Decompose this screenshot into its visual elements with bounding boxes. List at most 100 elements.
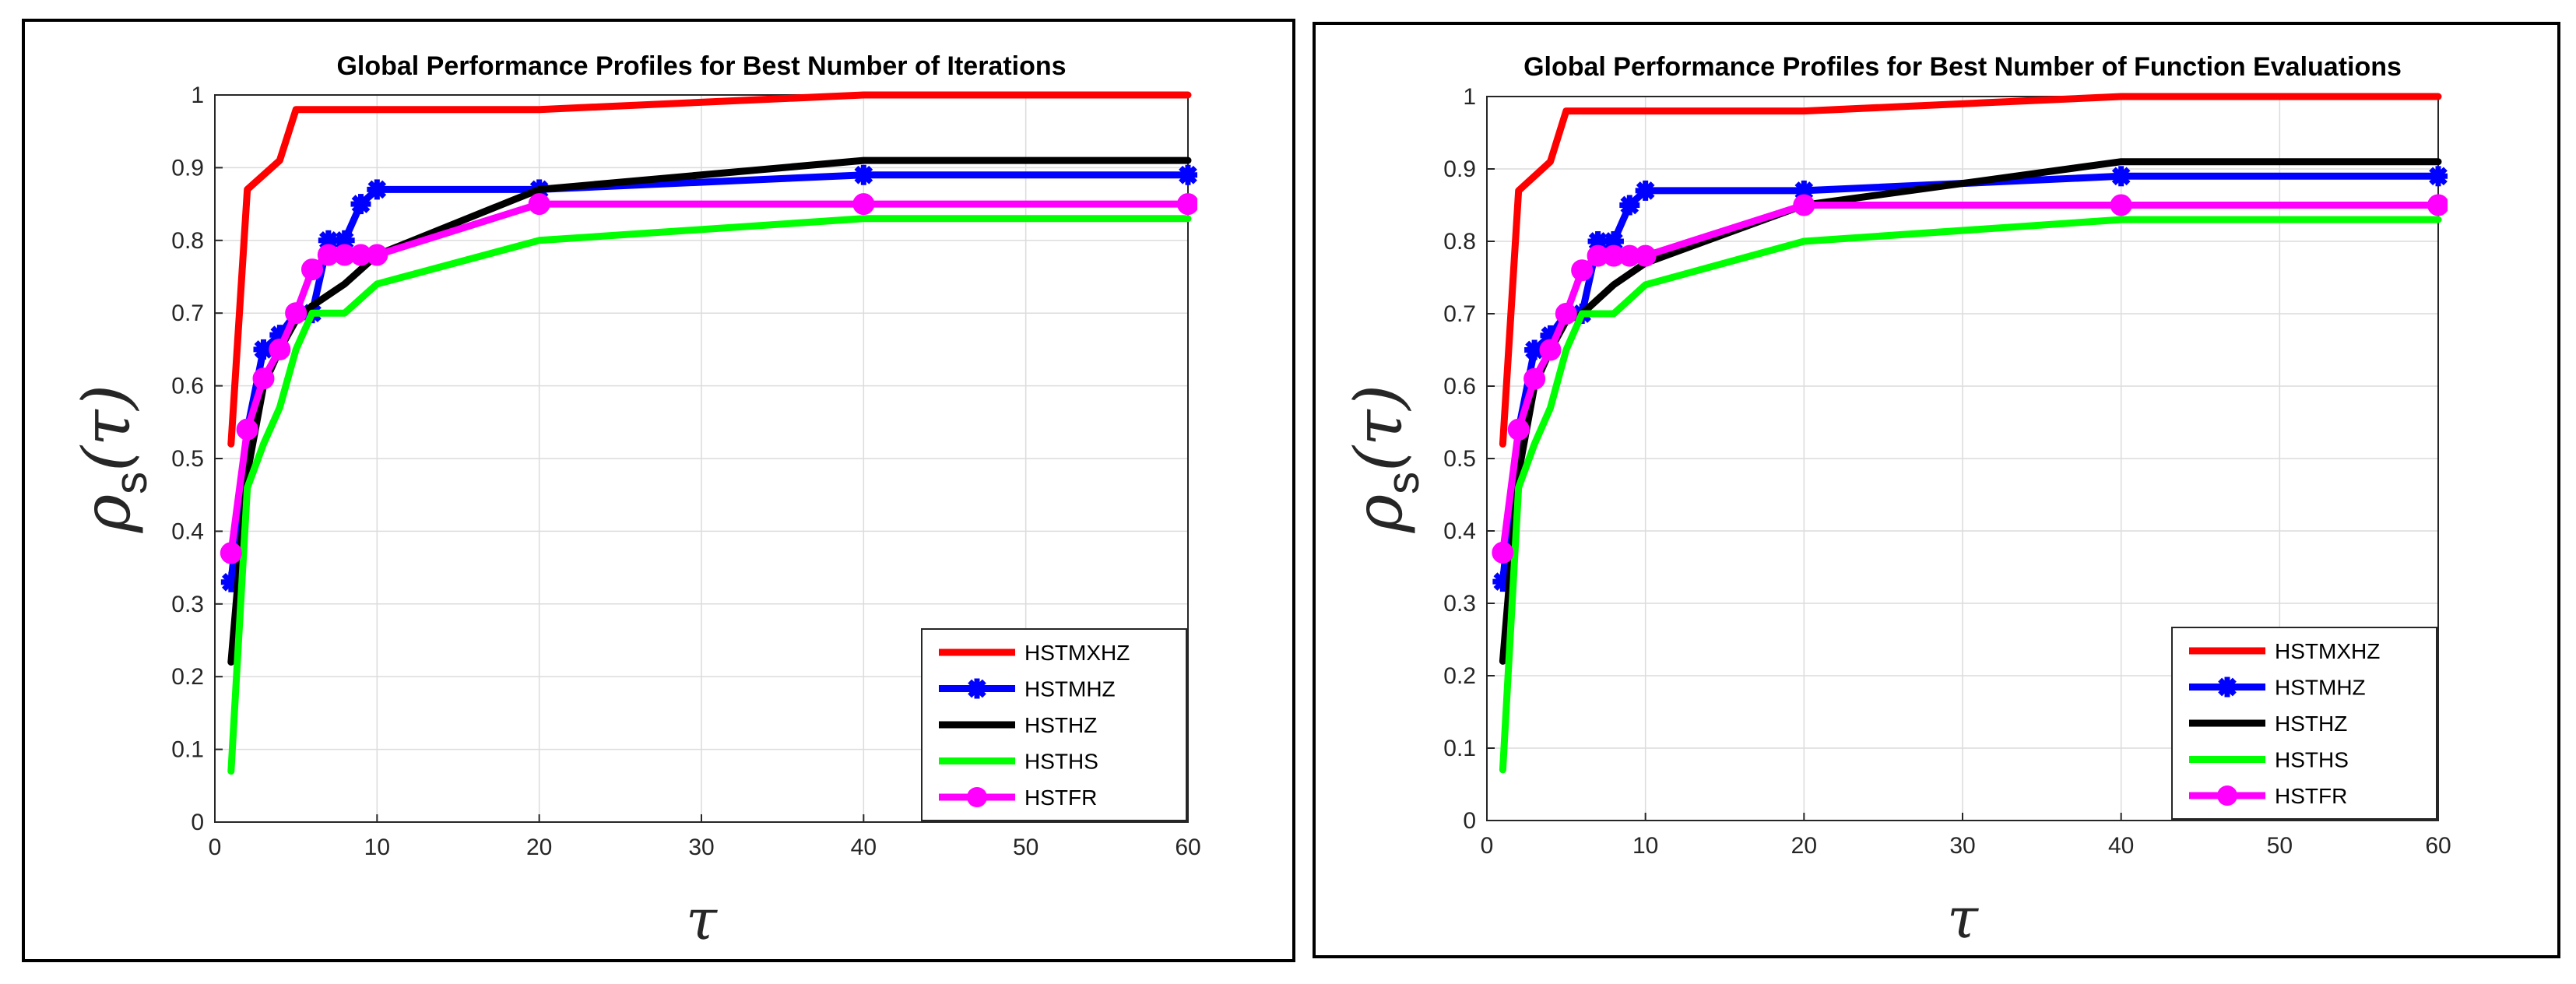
x-tick-label: 30 <box>1949 833 1975 859</box>
series-line-hstmxhz <box>227 91 1192 448</box>
series-line-hstmhz <box>1499 172 2442 585</box>
data-point-stroke <box>254 340 273 359</box>
data-point <box>1635 180 1656 201</box>
legend-item-hstmhz: HSTMHZ <box>2189 676 2366 700</box>
x-tick-label: 40 <box>851 835 877 860</box>
legend-marker <box>2217 785 2237 806</box>
legend-item-hsthz: HSTHZ <box>939 713 1097 737</box>
series-hsthz <box>227 156 1192 666</box>
grid <box>215 95 1188 822</box>
x-tick-label: 10 <box>364 835 390 860</box>
legend-item-hstmxhz: HSTMXHZ <box>939 641 1130 665</box>
y-tick-label: 0.5 <box>171 446 204 472</box>
data-point <box>1634 244 1657 267</box>
series-hstmxhz <box>227 91 1192 448</box>
y-tick-label: 0.9 <box>1443 156 1476 182</box>
data-point-stroke <box>1620 195 1639 215</box>
y-axis-label-subscript: s <box>106 472 156 494</box>
data-point <box>220 542 242 564</box>
legend-label: HSTHZ <box>1024 713 1097 737</box>
y-axis-label-symbol: ρ <box>69 494 145 533</box>
data-point-stroke <box>854 165 873 184</box>
data-point-stroke <box>2429 167 2448 186</box>
x-tick-label: 60 <box>1175 835 1200 860</box>
data-point <box>1555 303 1577 325</box>
data-point <box>285 302 308 325</box>
data-point <box>1507 418 1530 441</box>
series-line-hsths <box>1499 216 2442 774</box>
legend-item-hstmhz: HSTMHZ <box>939 677 1116 701</box>
data-point <box>528 193 550 216</box>
y-tick-label: 0.1 <box>1443 736 1476 761</box>
data-point <box>2428 166 2448 187</box>
legend-label: HSTMHZ <box>1024 677 1116 701</box>
legend-label: HSTMHZ <box>2275 676 2366 700</box>
data-point <box>1619 195 1640 216</box>
y-axis-label: ρs(τ) <box>1341 385 1429 533</box>
y-axis-label-subscript: s <box>1378 472 1429 494</box>
data-point <box>852 193 875 216</box>
data-point <box>367 179 388 200</box>
data-point <box>366 244 388 266</box>
series-hstfr <box>220 193 1197 564</box>
chart-iterations: Global Performance Profiles for Best Num… <box>69 51 1201 952</box>
chart-title: Global Performance Profiles for Best Num… <box>1523 52 2402 82</box>
series-line-hsthz <box>227 156 1192 666</box>
series-line-hsths <box>227 215 1192 775</box>
data-point-stroke <box>1636 181 1655 200</box>
data-point <box>1539 339 1562 361</box>
y-tick-label: 0.7 <box>1443 301 1476 327</box>
data-point <box>1793 194 1815 216</box>
data-point <box>1492 541 1514 564</box>
legend: HSTMXHZ HSTMHZ HSTHZ HSTHS HSTFR <box>2171 627 2437 820</box>
y-tick-label: 0.2 <box>171 664 204 690</box>
series-line-hstmxhz <box>1499 93 2442 448</box>
data-point <box>301 258 323 281</box>
y-tick-label: 0.3 <box>1443 591 1476 617</box>
legend: HSTMXHZ HSTMHZ HSTHZ HSTHS HSTFR <box>921 628 1187 821</box>
legend-label: HSTMXHZ <box>2275 639 2380 663</box>
legend-label: HSTFR <box>2275 784 2347 808</box>
y-tick-label: 0.3 <box>171 592 204 617</box>
legend-item-hsths: HSTHS <box>939 750 1098 774</box>
series-line-hsthz <box>1499 158 2442 665</box>
series-hsths <box>227 215 1192 775</box>
y-tick-label: 0.6 <box>171 374 204 399</box>
legend-item-hstfr: HSTFR <box>2189 784 2347 808</box>
y-tick-label: 0 <box>1463 808 1476 834</box>
data-point <box>1523 367 1546 390</box>
data-point <box>1178 164 1197 185</box>
y-tick-label: 0 <box>191 810 204 835</box>
legend-marker <box>2218 677 2237 697</box>
legend-item-hstfr: HSTFR <box>939 785 1097 810</box>
legend-label: HSTFR <box>1024 785 1097 810</box>
data-point <box>1177 193 1197 216</box>
chart-title: Global Performance Profiles for Best Num… <box>336 51 1066 81</box>
legend-label: HSTHS <box>1024 750 1098 774</box>
chart-function-evaluations: Global Performance Profiles for Best Num… <box>1341 52 2451 951</box>
legend-item-hstmxhz: HSTMXHZ <box>2189 639 2380 663</box>
data-point <box>1571 259 1594 282</box>
y-axis-label-argument: (τ) <box>69 385 145 472</box>
legend-item-hsthz: HSTHZ <box>2189 712 2347 736</box>
series-line-hstmhz <box>227 171 1192 586</box>
data-point <box>2110 194 2132 216</box>
legend-marker <box>967 787 987 807</box>
data-point-stroke <box>1179 165 1197 184</box>
data-point-stroke <box>351 195 371 213</box>
data-point-stroke <box>367 180 387 199</box>
x-tick-label: 50 <box>1013 835 1038 860</box>
x-tick-label: 20 <box>526 835 552 860</box>
data-point <box>2110 166 2131 187</box>
y-tick-label: 0.5 <box>1443 446 1476 472</box>
x-tick-label: 30 <box>688 835 714 860</box>
y-tick-label: 0.7 <box>171 300 204 326</box>
y-tick-label: 0.9 <box>171 155 204 181</box>
series-hsths <box>1499 216 2442 774</box>
data-point <box>236 418 258 441</box>
x-tick-label: 50 <box>2267 833 2293 859</box>
legend-item-hsths: HSTHS <box>2189 748 2349 772</box>
x-axis-label: τ <box>686 887 718 952</box>
x-tick-label: 10 <box>1632 833 1658 859</box>
y-tick-label: 0.4 <box>171 518 204 544</box>
